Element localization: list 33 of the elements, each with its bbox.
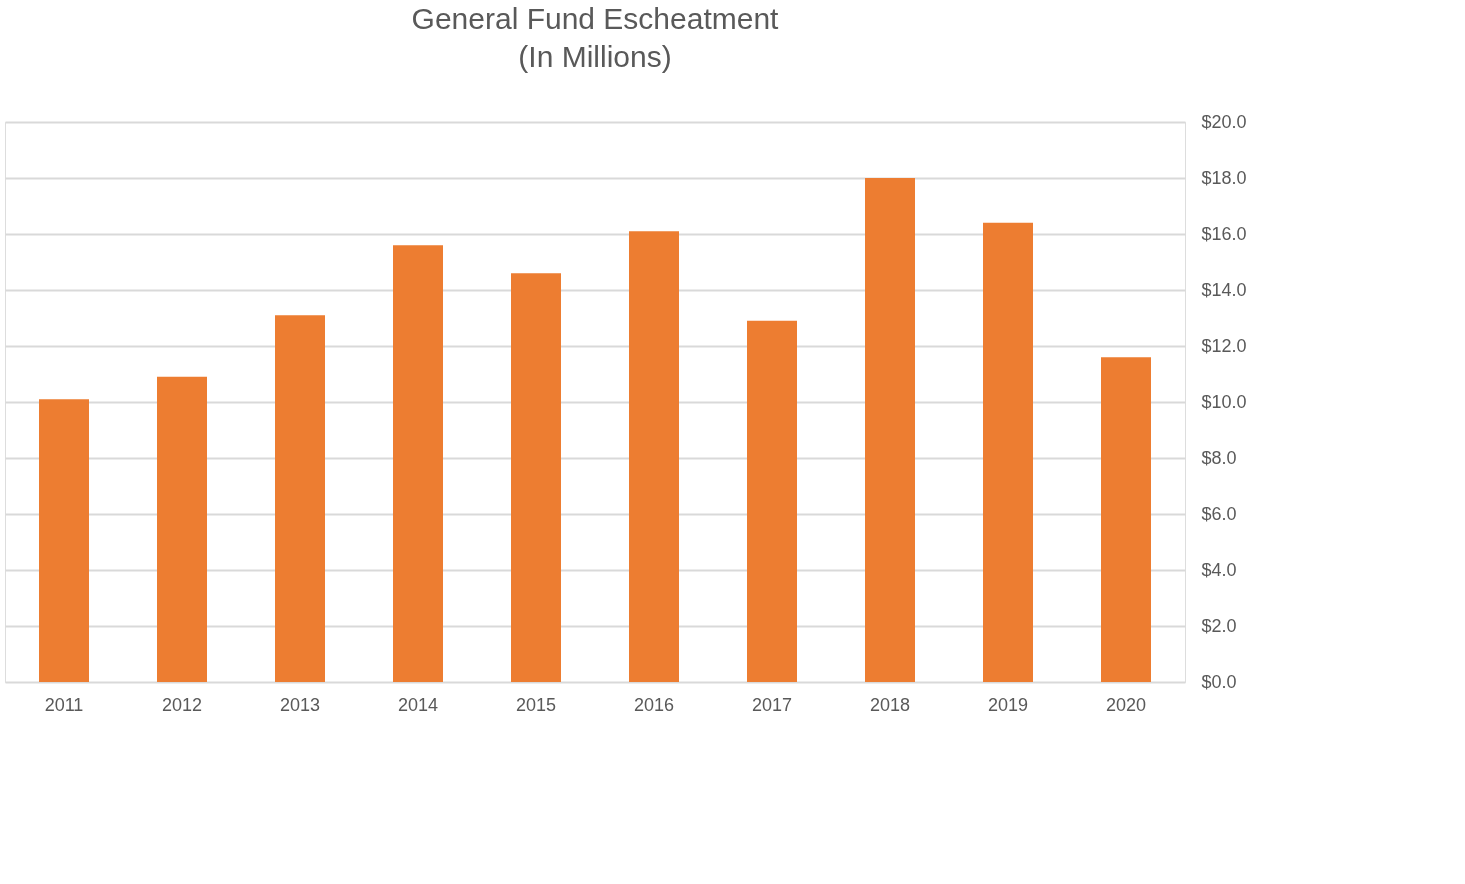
y-tick-label: $6.0	[1201, 503, 1237, 524]
y-tick-label: $14.0	[1201, 279, 1247, 300]
bar	[393, 245, 443, 682]
bar	[1101, 357, 1151, 682]
y-tick-label: $10.0	[1201, 391, 1247, 412]
x-tick-label: 2020	[1105, 694, 1147, 715]
chart-title: General Fund Escheatment	[411, 2, 780, 35]
x-tick-label: 2016	[633, 694, 675, 715]
y-tick-label: $4.0	[1201, 559, 1237, 580]
bar	[157, 376, 207, 682]
y-tick-label: $0.0	[1201, 671, 1237, 692]
bar	[865, 178, 915, 682]
x-tick-label: 2017	[751, 694, 793, 715]
x-tick-label: 2013	[279, 694, 321, 715]
bar	[275, 315, 325, 682]
chart-subtitle: (In Millions)	[518, 40, 672, 73]
y-tick-label: $20.0	[1201, 111, 1247, 132]
bar	[39, 399, 89, 682]
y-tick-label: $8.0	[1201, 447, 1237, 468]
y-tick-label: $18.0	[1201, 167, 1247, 188]
y-tick-label: $16.0	[1201, 223, 1247, 244]
x-tick-label: 2018	[869, 694, 911, 715]
bar	[747, 320, 797, 682]
x-tick-label: 2011	[44, 694, 84, 715]
y-tick-label: $2.0	[1201, 615, 1237, 636]
x-tick-label: 2019	[987, 694, 1029, 715]
x-tick-label: 2014	[397, 694, 439, 715]
y-tick-label: $12.0	[1201, 335, 1247, 356]
bar	[983, 222, 1033, 682]
x-tick-label: 2015	[515, 694, 557, 715]
bar	[629, 231, 679, 682]
x-tick-label: 2012	[161, 694, 203, 715]
bar	[511, 273, 561, 682]
